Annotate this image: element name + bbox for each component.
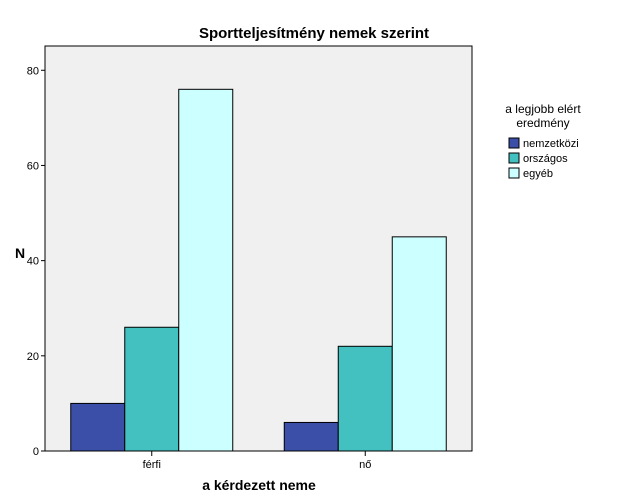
legend-label-országos: országos	[523, 153, 568, 165]
bars	[70, 88, 447, 452]
y-tick-label: 60	[27, 160, 39, 172]
legend-label-egyéb: egyéb	[523, 168, 553, 180]
x-axis: férfi nő	[143, 451, 371, 471]
x-axis-title: a kérdezett neme	[202, 477, 316, 493]
y-tick-label: 20	[27, 351, 39, 363]
bar-országos-nő	[337, 345, 393, 452]
bar-nemzetközi-nő	[283, 421, 339, 452]
bar-egyéb-férfi	[178, 88, 234, 452]
legend-swatch-nemzetközi	[508, 137, 520, 149]
y-tick-label: 0	[33, 446, 39, 458]
legend: a legjobb elért eredmény nemzetközi orszá…	[505, 102, 581, 180]
y-tick-label: 80	[27, 65, 39, 77]
bar-országos-férfi	[124, 326, 180, 452]
legend-title-line-1: a legjobb elért	[505, 102, 581, 116]
legend-title-line-2: eredmény	[516, 116, 569, 130]
bar-egyéb-nő	[391, 236, 447, 452]
y-axis-title: N	[15, 245, 25, 261]
y-tick-label: 40	[27, 256, 39, 268]
x-tick-label: nő	[359, 459, 371, 471]
legend-swatch-egyéb	[508, 167, 520, 179]
bar-nemzetközi-férfi	[70, 402, 126, 452]
x-tick-label: férfi	[143, 459, 161, 471]
legend-label-nemzetközi: nemzetközi	[523, 138, 579, 150]
chart-title: Sportteljesítmény nemek szerint	[199, 25, 429, 42]
y-axis: 0 20 40 60 80	[27, 65, 45, 458]
legend-swatch-országos	[508, 152, 520, 164]
